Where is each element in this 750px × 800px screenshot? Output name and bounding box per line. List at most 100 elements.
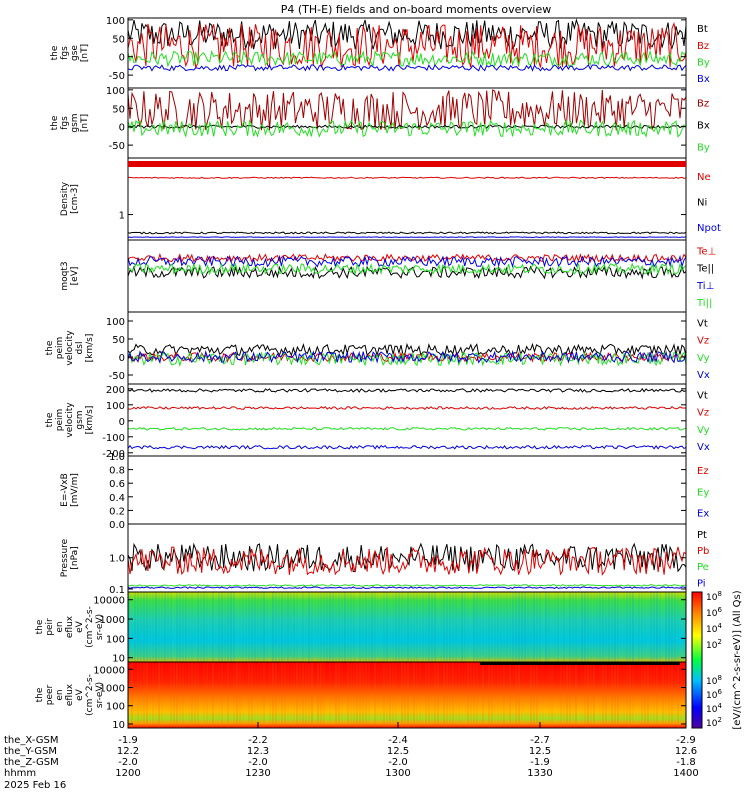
y-axis-label: en — [55, 621, 65, 632]
series-line-Bx — [127, 63, 687, 72]
spectrogram-stripe — [140, 592, 142, 662]
spectrogram-stripe — [377, 592, 379, 662]
y-axis-label: sr-eV) — [95, 614, 105, 640]
spectrogram-stripe — [326, 592, 328, 662]
spectrogram-stripe — [176, 662, 178, 728]
y-tick-label: 1.0 — [109, 554, 125, 565]
spectrogram-stripe — [500, 662, 502, 728]
panel-frame — [127, 455, 687, 525]
spectrogram-stripe — [383, 662, 385, 728]
spectrogram-stripe — [596, 592, 598, 662]
spectrogram-stripe — [632, 592, 634, 662]
spectrogram-stripe — [464, 592, 466, 662]
y-tick-label: 0.6 — [109, 479, 125, 490]
y-tick-label: 100 — [106, 317, 125, 328]
y-tick-label: 0 — [119, 123, 125, 134]
spectrogram-stripe — [185, 592, 187, 662]
spectrogram-stripe — [245, 662, 247, 728]
spectrogram-stripe — [338, 592, 340, 662]
spectrogram-stripe — [266, 592, 268, 662]
spectrogram-stripe — [377, 662, 379, 728]
spectrogram-stripe — [629, 592, 631, 662]
spectrogram-stripe — [161, 592, 163, 662]
panel-content — [127, 342, 687, 367]
y-tick-label: 100 — [106, 401, 125, 412]
spectrogram-stripe — [494, 592, 496, 662]
legend-Vt: Vt — [697, 319, 708, 330]
panel-content — [127, 89, 687, 138]
y-axis-label: peim — [55, 337, 65, 360]
spectrogram-stripe — [347, 662, 349, 728]
spectrogram-stripe — [197, 662, 199, 728]
y-axis-label: eV — [75, 688, 85, 701]
spectrogram-stripe — [581, 662, 583, 728]
panel-content — [127, 387, 687, 450]
spectrogram-stripe — [506, 592, 508, 662]
panel-peim_velocity_dsl: 100 50 0 -50 the peim velocity dsl [km/s] Vt Vz Vy V… — [45, 311, 710, 385]
spectrogram-stripe — [668, 592, 670, 662]
spectrogram-stripe — [401, 662, 403, 728]
spectrogram-stripe — [566, 662, 568, 728]
x-tick-ygsm: 12.5 — [529, 746, 551, 757]
spectrogram-stripe — [299, 662, 301, 728]
y-axis-label: the — [45, 412, 55, 427]
spectrogram-stripe — [362, 662, 364, 728]
panel-peim_velocity_gsm: 200 100 0 -100 -200 the peim velocity gsm [km/s] V… — [45, 383, 710, 460]
x-tick-xgsm: -2.2 — [248, 735, 268, 746]
spectrogram-stripe — [443, 592, 445, 662]
spectrogram-stripe — [179, 662, 181, 728]
spectrogram-stripe — [305, 662, 307, 728]
spectrogram-stripe — [443, 662, 445, 728]
spectrogram-stripe — [563, 662, 565, 728]
y-axis-label: velocity — [65, 402, 75, 438]
spectrogram-stripe — [434, 662, 436, 728]
spectrogram-stripe — [647, 592, 649, 662]
spectrogram-stripe — [536, 592, 538, 662]
spectrogram-stripe — [602, 592, 604, 662]
y-axis-label: [km/s] — [85, 334, 95, 363]
spectrogram-stripe — [419, 662, 421, 728]
y-axis-label: eflux — [65, 683, 75, 706]
x-tick-time: 1300 — [385, 768, 410, 779]
y-axis-label: E=-VxB — [60, 473, 70, 507]
spectrogram-stripe — [152, 592, 154, 662]
spectrogram-stripe — [404, 662, 406, 728]
spectrogram-stripe — [221, 662, 223, 728]
y-tick-label: 0.8 — [109, 466, 125, 477]
spectrogram-stripe — [248, 662, 250, 728]
y-axis-label: eflux — [65, 615, 75, 638]
figure-title: P4 (TH-E) fields and on-board moments ov… — [281, 3, 552, 16]
spectrogram-stripe — [287, 592, 289, 662]
spectrogram-stripe — [542, 662, 544, 728]
spectrogram-stripe — [284, 662, 286, 728]
spectrogram-stripe — [359, 592, 361, 662]
spectrogram-stripe — [425, 662, 427, 728]
spectrogram-stripe — [629, 662, 631, 728]
legend-Npot: Npot — [697, 223, 721, 234]
spectrogram-stripe — [671, 662, 673, 728]
spectrogram-stripe — [563, 592, 565, 662]
spectrogram-stripe — [455, 592, 457, 662]
spectrogram-stripe — [206, 662, 208, 728]
y-tick-label: 0 — [119, 353, 125, 364]
spectrogram-stripe — [305, 592, 307, 662]
spectrogram-stripe — [431, 592, 433, 662]
spectrogram-stripe — [476, 662, 478, 728]
spectrogram-stripe — [380, 662, 382, 728]
y-axis-label: fgs — [60, 46, 70, 60]
spectrogram-stripe — [665, 662, 667, 728]
spectrogram-stripe — [662, 662, 664, 728]
legend-Vz: Vz — [697, 336, 709, 347]
spectrogram-stripe — [329, 662, 331, 728]
y-tick-label: 1.0 — [109, 452, 125, 463]
spectrogram-stripe — [554, 662, 556, 728]
spectrogram-stripe — [149, 662, 151, 728]
spectrogram-stripe — [236, 592, 238, 662]
spectrogram-stripe — [677, 592, 679, 662]
x-tick-zgsm: -1.8 — [676, 757, 696, 768]
spectrogram-stripe — [593, 592, 595, 662]
spectrogram-stripe — [386, 662, 388, 728]
legend-By: By — [697, 142, 710, 153]
spectrogram-stripe — [182, 592, 184, 662]
